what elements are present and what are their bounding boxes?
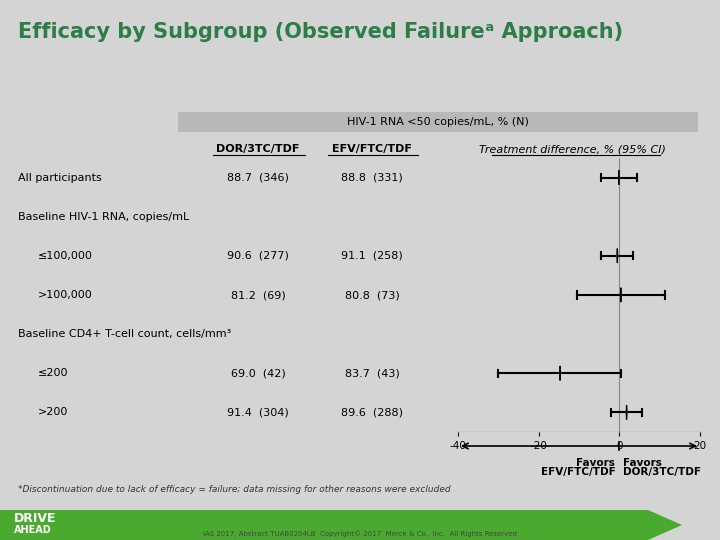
Text: DOR/3TC/TDF: DOR/3TC/TDF [624, 467, 701, 477]
Text: >100,000: >100,000 [38, 290, 93, 300]
Text: 91.1  (258): 91.1 (258) [341, 251, 403, 261]
Text: Treatment difference, % (95% CI): Treatment difference, % (95% CI) [479, 144, 665, 154]
Text: ≤200: ≤200 [38, 368, 68, 379]
Text: DRIVE: DRIVE [14, 511, 56, 524]
Text: 90.6  (277): 90.6 (277) [227, 251, 289, 261]
Text: All participants: All participants [18, 173, 102, 183]
Text: 80.8  (73): 80.8 (73) [345, 290, 400, 300]
Polygon shape [618, 171, 619, 185]
Text: 91.4  (304): 91.4 (304) [227, 407, 289, 417]
Text: DOR/3TC/TDF: DOR/3TC/TDF [216, 144, 300, 154]
Polygon shape [0, 510, 682, 540]
Text: Baseline HIV-1 RNA, copies/mL: Baseline HIV-1 RNA, copies/mL [18, 212, 189, 222]
Text: Favors: Favors [577, 458, 616, 468]
Text: >200: >200 [38, 407, 68, 417]
Text: Favors: Favors [624, 458, 662, 468]
Text: EFV/FTC/TDF: EFV/FTC/TDF [332, 144, 412, 154]
Text: Baseline CD4+ T-cell count, cells/mm³: Baseline CD4+ T-cell count, cells/mm³ [18, 329, 231, 339]
Polygon shape [617, 249, 618, 263]
Text: 88.8  (331): 88.8 (331) [341, 173, 403, 183]
Text: ≤100,000: ≤100,000 [38, 251, 93, 261]
Text: EFV/FTC/TDF: EFV/FTC/TDF [541, 467, 616, 477]
Text: AHEAD: AHEAD [14, 525, 52, 535]
Text: Efficacy by Subgroup (Observed Failureᵃ Approach): Efficacy by Subgroup (Observed Failureᵃ … [18, 22, 623, 42]
Text: 69.0  (42): 69.0 (42) [230, 368, 285, 379]
Text: 88.7  (346): 88.7 (346) [227, 173, 289, 183]
Text: IAS 2017, Abstract TUAB0204LB  Copyright© 2017  Merck & Co., Inc.  All Rights Re: IAS 2017, Abstract TUAB0204LB Copyright©… [203, 530, 517, 537]
Text: 83.7  (43): 83.7 (43) [345, 368, 400, 379]
Text: 89.6  (288): 89.6 (288) [341, 407, 403, 417]
Polygon shape [559, 366, 560, 380]
Text: HIV-1 RNA <50 copies/mL, % (N): HIV-1 RNA <50 copies/mL, % (N) [347, 117, 529, 127]
FancyBboxPatch shape [178, 112, 698, 132]
Text: 81.2  (69): 81.2 (69) [230, 290, 285, 300]
Polygon shape [626, 406, 627, 420]
Text: *Discontinuation due to lack of efficacy = failure; data missing for other reaso: *Discontinuation due to lack of efficacy… [18, 485, 451, 494]
